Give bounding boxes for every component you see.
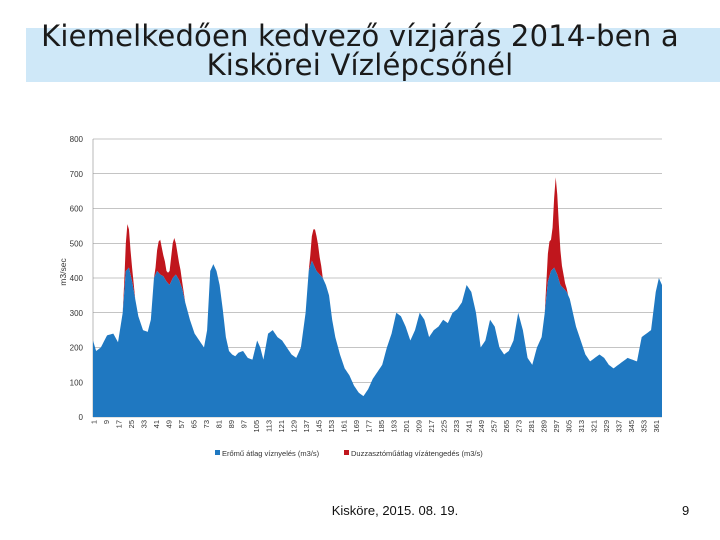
x-tick-label: 249 <box>477 420 486 433</box>
x-tick-label: 193 <box>390 420 399 433</box>
y-tick-label: 600 <box>70 205 84 214</box>
x-tick-label: 25 <box>127 420 136 428</box>
legend: Erőmű átlag víznyelés (m3/s) Duzzasztómű… <box>215 449 483 458</box>
x-tick-label: 113 <box>265 420 274 432</box>
y-tick-label: 700 <box>70 170 84 179</box>
x-tick-label: 337 <box>615 420 624 433</box>
x-tick-label: 121 <box>277 420 286 433</box>
x-tick-label: 289 <box>540 420 549 433</box>
x-tick-label: 41 <box>152 420 161 428</box>
x-tick-label: 129 <box>290 420 299 433</box>
x-tick-label: 9 <box>102 420 111 424</box>
x-tick-label: 137 <box>302 420 311 433</box>
title-band <box>26 28 720 82</box>
x-tick-label: 161 <box>340 420 349 433</box>
x-tick-label: 361 <box>652 420 661 433</box>
x-tick-label: 241 <box>465 420 474 433</box>
x-tick-label: 177 <box>365 420 374 433</box>
slide-title: Kiemelkedően kedvező vízjárás 2014-ben a… <box>0 22 720 80</box>
x-tick-label: 297 <box>552 420 561 433</box>
series-power-area <box>93 260 662 417</box>
y-axis-label: m3/sec <box>58 258 68 286</box>
page-number: 9 <box>682 503 690 518</box>
x-tick-label: 153 <box>327 420 336 433</box>
footer-date: Kisköre, 2015. 08. 19. <box>331 503 459 518</box>
x-tick-label: 185 <box>377 420 386 433</box>
x-tick-label: 17 <box>115 420 124 428</box>
y-tick-label: 800 <box>70 135 84 144</box>
x-tick-label: 49 <box>165 420 174 428</box>
y-tick-label: 200 <box>70 344 84 353</box>
legend-swatch-spill <box>344 450 349 455</box>
x-tick-label: 273 <box>515 420 524 433</box>
y-tick-label: 300 <box>70 309 84 318</box>
legend-swatch-power <box>215 450 220 455</box>
slide-title-line1: Kiemelkedően kedvező vízjárás 2014-ben a <box>41 19 679 53</box>
x-tick-label: 201 <box>402 420 411 433</box>
x-tick-label: 145 <box>315 420 324 433</box>
x-tick-label: 97 <box>240 420 249 428</box>
legend-label-power: Erőmű átlag víznyelés (m3/s) <box>222 449 320 458</box>
y-tick-label: 0 <box>79 413 84 422</box>
x-tick-label: 321 <box>590 420 599 433</box>
x-tick-label: 305 <box>565 420 574 433</box>
x-tick-label: 169 <box>352 420 361 433</box>
x-tick-label: 353 <box>640 420 649 433</box>
x-tick-label: 313 <box>577 420 586 433</box>
x-tick-label: 217 <box>427 420 436 433</box>
x-tick-label: 81 <box>215 420 224 428</box>
y-tick-label: 100 <box>70 378 84 387</box>
x-tick-label: 105 <box>252 420 261 433</box>
chart-areas <box>93 177 662 417</box>
x-tick-label: 329 <box>602 420 611 433</box>
x-tick-label: 209 <box>415 420 424 433</box>
x-tick-label: 345 <box>627 420 636 433</box>
legend-label-spill: Duzzasztóműátlag vízátengedés (m3/s) <box>351 449 483 458</box>
x-axis-ticks: 1 9 17 25 33 41 49 57 65 73 81 89 97 105 113 121 129 137 1… <box>90 420 662 433</box>
x-tick-label: 281 <box>527 420 536 433</box>
x-tick-label: 265 <box>502 420 511 433</box>
y-tick-label: 500 <box>70 239 84 248</box>
x-tick-label: 233 <box>452 420 461 433</box>
y-tick-label: 400 <box>70 274 84 283</box>
x-tick-label: 257 <box>490 420 499 433</box>
slide-title-line2: Kiskörei Vízlépcsőnél <box>206 48 514 82</box>
x-tick-label: 65 <box>190 420 199 428</box>
x-tick-label: 33 <box>140 420 149 428</box>
y-axis-ticks: 0 100 200 300 400 500 600 700 800 <box>70 135 84 422</box>
x-tick-label: 225 <box>440 420 449 433</box>
x-tick-label: 57 <box>177 420 186 428</box>
x-tick-label: 73 <box>202 420 211 428</box>
x-tick-label: 1 <box>90 420 99 424</box>
x-tick-label: 89 <box>227 420 236 428</box>
